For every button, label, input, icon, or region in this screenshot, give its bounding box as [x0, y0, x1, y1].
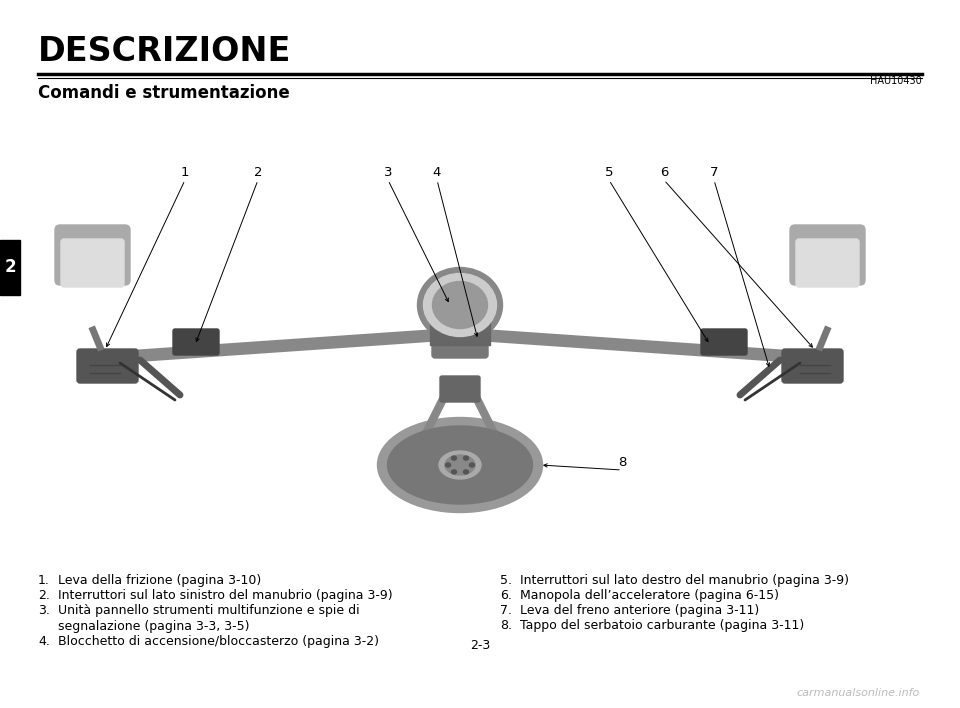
- Text: 5.: 5.: [500, 574, 512, 587]
- FancyBboxPatch shape: [173, 329, 219, 355]
- Ellipse shape: [451, 470, 457, 474]
- Text: carmanualsonline.info: carmanualsonline.info: [797, 688, 920, 698]
- Ellipse shape: [451, 456, 457, 460]
- FancyBboxPatch shape: [432, 317, 488, 358]
- Text: 2: 2: [253, 166, 262, 178]
- Ellipse shape: [445, 455, 475, 475]
- Text: 2.: 2.: [38, 589, 50, 602]
- Text: segnalazione (pagina 3-3, 3-5): segnalazione (pagina 3-3, 3-5): [58, 620, 250, 633]
- Text: 5: 5: [605, 166, 613, 178]
- Text: 7: 7: [709, 166, 718, 178]
- FancyBboxPatch shape: [430, 320, 490, 345]
- Text: 4.: 4.: [38, 635, 50, 648]
- Text: 2-3: 2-3: [469, 639, 491, 652]
- FancyBboxPatch shape: [77, 349, 138, 383]
- FancyBboxPatch shape: [440, 376, 480, 402]
- FancyBboxPatch shape: [701, 329, 747, 355]
- Bar: [0, 240, 20, 295]
- Text: 2: 2: [4, 258, 15, 277]
- Ellipse shape: [464, 470, 468, 474]
- FancyBboxPatch shape: [790, 225, 865, 285]
- Ellipse shape: [418, 268, 502, 343]
- Ellipse shape: [433, 282, 488, 329]
- Text: Comandi e strumentazione: Comandi e strumentazione: [38, 84, 290, 102]
- Text: Blocchetto di accensione/bloccasterzo (pagina 3-2): Blocchetto di accensione/bloccasterzo (p…: [58, 635, 379, 648]
- Ellipse shape: [377, 418, 542, 513]
- Text: Unità pannello strumenti multifunzione e spie di: Unità pannello strumenti multifunzione e…: [58, 604, 360, 617]
- Text: 6.: 6.: [500, 589, 512, 602]
- Text: Interruttori sul lato sinistro del manubrio (pagina 3-9): Interruttori sul lato sinistro del manub…: [58, 589, 393, 602]
- Text: 8: 8: [618, 455, 626, 469]
- Text: DESCRIZIONE: DESCRIZIONE: [38, 35, 292, 68]
- Text: 6: 6: [660, 166, 668, 178]
- Text: 1.: 1.: [38, 574, 50, 587]
- Ellipse shape: [423, 273, 496, 336]
- Text: 8.: 8.: [500, 619, 512, 632]
- Text: 4: 4: [433, 166, 442, 178]
- FancyBboxPatch shape: [61, 239, 124, 287]
- Text: HAU10430: HAU10430: [871, 76, 922, 86]
- Ellipse shape: [388, 426, 533, 504]
- Text: 7.: 7.: [500, 604, 512, 617]
- Text: Interruttori sul lato destro del manubrio (pagina 3-9): Interruttori sul lato destro del manubri…: [520, 574, 849, 587]
- Ellipse shape: [469, 463, 474, 467]
- Text: Leva della frizione (pagina 3-10): Leva della frizione (pagina 3-10): [58, 574, 261, 587]
- FancyBboxPatch shape: [55, 225, 130, 285]
- Text: Manopola dell’acceleratore (pagina 6-15): Manopola dell’acceleratore (pagina 6-15): [520, 589, 779, 602]
- Text: 3.: 3.: [38, 604, 50, 617]
- Ellipse shape: [445, 463, 450, 467]
- Text: 1: 1: [180, 166, 189, 178]
- FancyBboxPatch shape: [796, 239, 859, 287]
- Text: 3: 3: [384, 166, 393, 178]
- Text: Leva del freno anteriore (pagina 3-11): Leva del freno anteriore (pagina 3-11): [520, 604, 759, 617]
- FancyBboxPatch shape: [782, 349, 843, 383]
- Ellipse shape: [439, 451, 481, 479]
- Ellipse shape: [464, 456, 468, 460]
- Text: Tappo del serbatoio carburante (pagina 3-11): Tappo del serbatoio carburante (pagina 3…: [520, 619, 804, 632]
